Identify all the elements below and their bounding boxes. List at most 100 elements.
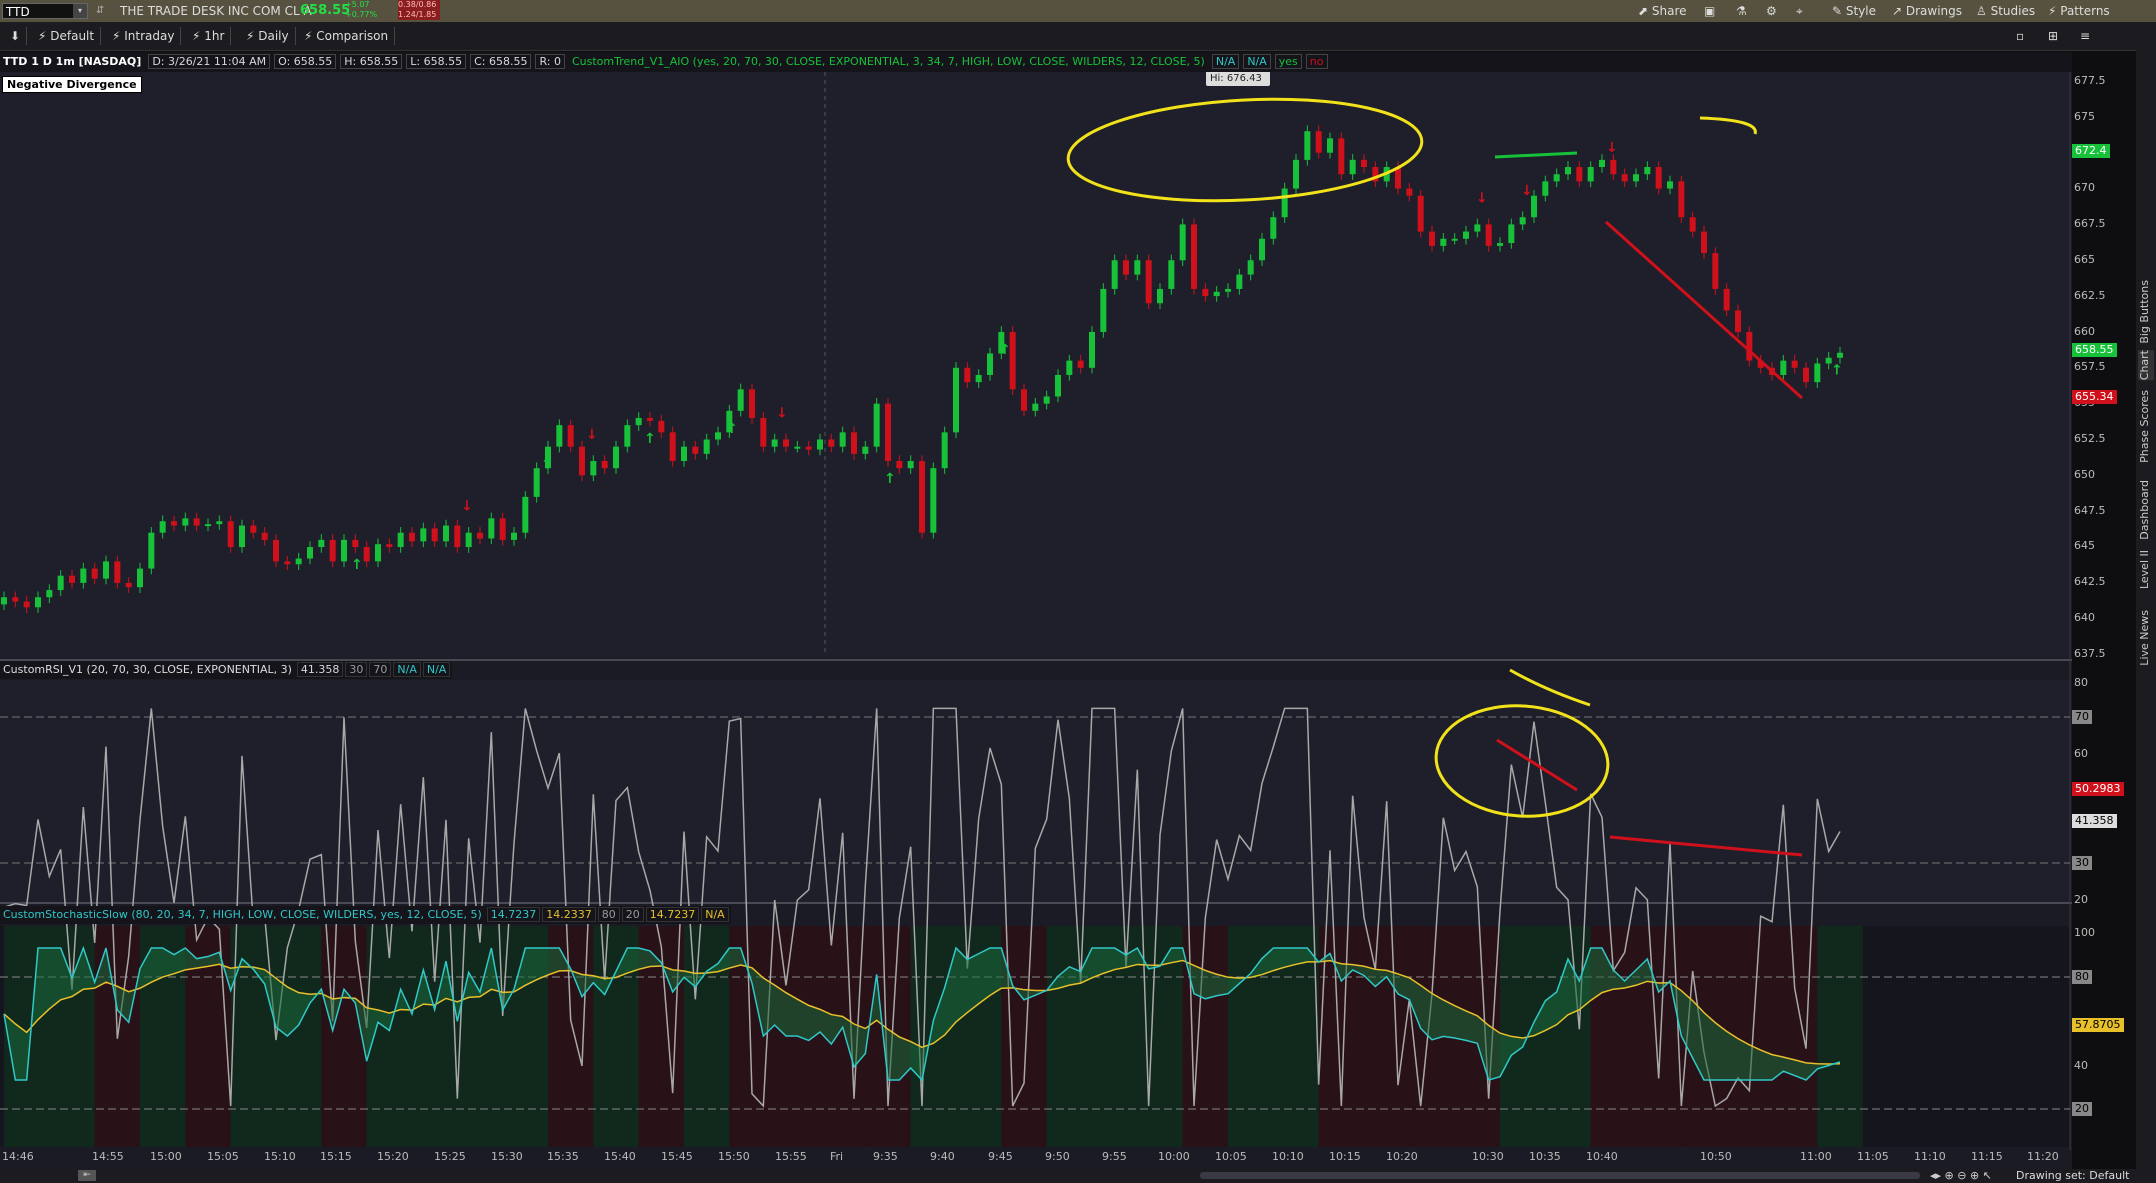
tab-big-buttons[interactable]: Big Buttons	[2138, 280, 2151, 344]
candle-body	[1100, 288, 1107, 332]
candle-body	[522, 496, 529, 533]
candle-body	[488, 518, 495, 539]
stoch-value-3: 14.7237	[645, 907, 700, 922]
hi-label: Hi: 676.43	[1210, 73, 1262, 84]
candle-body	[363, 547, 370, 562]
candle-body	[579, 446, 585, 476]
tab-level-ii[interactable]: Level II	[2138, 550, 2151, 590]
preset-comparison-label: Comparison	[316, 29, 389, 43]
candle-body	[1417, 195, 1424, 232]
rsi-level-30: 30	[345, 662, 368, 677]
time-axis-label: 9:40	[930, 1150, 955, 1163]
time-axis-label: 11:05	[1857, 1150, 1889, 1163]
studies-button[interactable]: ♙ Studies	[1976, 4, 2036, 18]
candle-body	[1791, 360, 1798, 368]
stoch-level-80: 80	[597, 907, 620, 922]
company-name: THE TRADE DESK INC COM CL A	[120, 4, 312, 18]
time-axis-label: 11:00	[1800, 1150, 1832, 1163]
style-button[interactable]: ✎ Style	[1832, 4, 1877, 18]
candle-body	[375, 544, 381, 562]
chart-title[interactable]: TTD 1 D 1m [NASDAQ]	[3, 55, 142, 68]
candle-body	[1463, 231, 1469, 239]
candle-body	[227, 521, 234, 548]
candle-body	[1123, 260, 1129, 275]
candle-body	[114, 561, 121, 583]
candle-body	[1168, 260, 1175, 289]
candle-body	[1293, 159, 1299, 189]
red-trendline-price	[1604, 220, 1804, 400]
preset-1hr[interactable]: ⚡ 1hr	[186, 27, 232, 45]
pin-icon[interactable]: ⬇	[4, 27, 28, 45]
drawings-label: Drawings	[1905, 4, 1963, 18]
rsi-axis-70: 70	[2072, 710, 2092, 724]
scroll-reset-icon[interactable]: ⇤	[78, 1170, 96, 1181]
rsi-study-label[interactable]: CustomRSI_V1 (20, 70, 30, CLOSE, EXPONEN…	[3, 663, 292, 676]
preset-default[interactable]: ⚡ Default	[32, 27, 102, 45]
preset-intraday[interactable]: ⚡ Intraday	[106, 27, 182, 45]
zoom-controls-icon[interactable]: ◂▸ ⊕ ⊖ ⊕ ↖	[1930, 1169, 1992, 1182]
candle-body	[1395, 167, 1401, 189]
rsi-axis-41358: 41.358	[2072, 814, 2117, 828]
candle-body	[703, 439, 710, 454]
share-button[interactable]: ⬈ Share	[1638, 4, 1687, 18]
link-icon[interactable]: ⇵	[96, 5, 105, 16]
candle-body	[1191, 224, 1197, 289]
tab-chart[interactable]: Chart	[2138, 350, 2154, 381]
study-label[interactable]: CustomTrend_V1_AIO (yes, 20, 70, 30, CLO…	[571, 55, 1205, 68]
symbol-input[interactable]: TTD ▾	[2, 3, 88, 19]
candle-body	[1077, 360, 1084, 368]
time-axis-label: 14:55	[92, 1150, 124, 1163]
candle-body	[1213, 291, 1220, 297]
percent-change: +0.77%	[345, 10, 378, 19]
drawings-button[interactable]: ↗ Drawings	[1892, 4, 1963, 18]
price-axis-label: 642.5	[2074, 575, 2106, 589]
grid-icon[interactable]: ⊞	[2048, 29, 2059, 43]
price-axis-label: 675	[2074, 109, 2095, 123]
buy-arrow-icon: ↑	[541, 457, 553, 473]
candle-body	[307, 547, 313, 559]
candle-body	[1825, 357, 1832, 364]
patterns-button[interactable]: ⚡ Patterns	[2048, 4, 2110, 18]
stoch-band	[1318, 926, 1364, 1147]
menu-icon[interactable]: ≡	[2080, 29, 2091, 43]
candle-body	[409, 532, 415, 542]
time-axis-label: 9:55	[1102, 1150, 1127, 1163]
stoch-study-label[interactable]: CustomStochasticSlow (80, 20, 34, 7, HIG…	[3, 908, 482, 921]
buy-arrow-icon: ↑	[999, 342, 1011, 358]
candle-body	[57, 575, 64, 591]
symbol-dropdown-icon[interactable]: ▾	[73, 4, 87, 18]
candle-body	[216, 521, 223, 525]
gear-icon[interactable]: ⚙	[1766, 4, 1777, 18]
time-axis-label: 15:10	[264, 1150, 296, 1163]
time-axis-label: 15:45	[661, 1150, 693, 1163]
preset-comparison[interactable]: ⚡ Comparison	[298, 27, 396, 45]
candle-body	[284, 561, 291, 565]
price-axis-label: 662.5	[2074, 288, 2106, 302]
candle-body	[1009, 331, 1016, 390]
studies-label: Studies	[1990, 4, 2036, 18]
time-axis-label: 10:15	[1329, 1150, 1361, 1163]
stoch-band	[1001, 926, 1047, 1147]
chart-scrollbar[interactable]	[1200, 1172, 1920, 1179]
preset-daily[interactable]: ⚡ Daily	[240, 27, 296, 45]
preset-intraday-label: Intraday	[124, 29, 175, 43]
candle-body	[715, 432, 721, 440]
rsi-line	[3, 707, 1841, 1108]
flask-icon[interactable]: ⚗	[1736, 4, 1747, 18]
tab-live-news[interactable]: Live News	[2138, 610, 2151, 666]
hi-label-bg	[1206, 71, 1270, 86]
candle-body	[454, 525, 461, 548]
crosshair-icon[interactable]: ⌖	[1796, 4, 1803, 18]
candle-body	[1429, 231, 1435, 246]
window-icon[interactable]: ▫	[2016, 29, 2025, 43]
tab-phase-scores[interactable]: Phase Scores	[2138, 390, 2151, 463]
candle-body	[647, 417, 653, 421]
candle-body	[35, 597, 41, 608]
camera-icon[interactable]: ▣	[1704, 4, 1716, 18]
candle-body	[1633, 174, 1639, 182]
time-axis-label: 14:46	[2, 1150, 34, 1163]
time-axis-label: 10:20	[1386, 1150, 1418, 1163]
candle-body	[1327, 138, 1333, 153]
tab-dashboard[interactable]: Dashboard	[2138, 480, 2151, 540]
bar-close: C: 658.55	[470, 54, 532, 69]
